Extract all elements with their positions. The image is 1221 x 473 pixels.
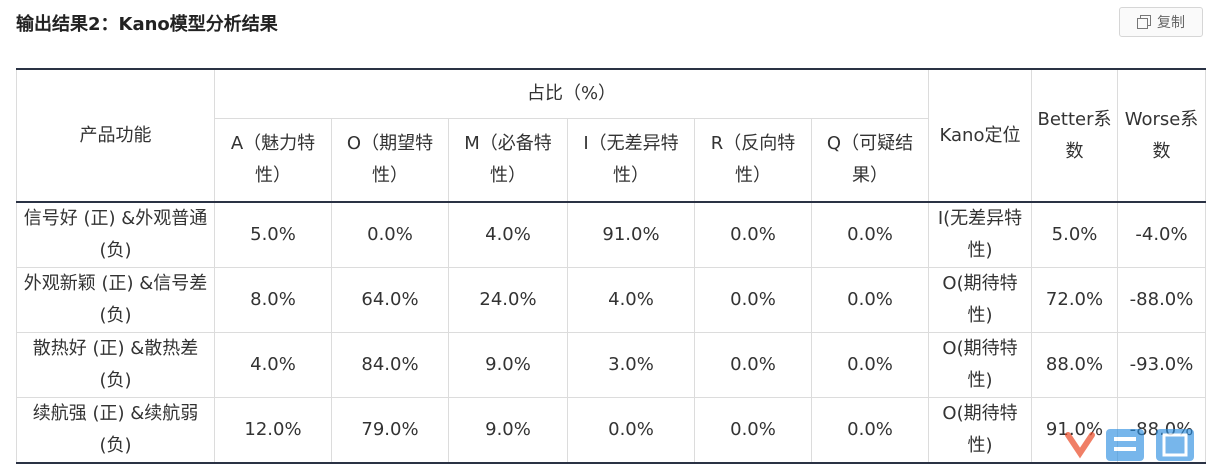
cell-a: 12.0% (214, 397, 332, 464)
header-better: Better系数 (1031, 68, 1119, 203)
cell-a: 4.0% (214, 332, 332, 398)
cell-feature: 散热好 (正) &散热差(负) (16, 332, 215, 398)
cell-q: 0.0% (810, 332, 930, 398)
cell-better: 88.0% (1031, 332, 1119, 398)
header-m: M（必备特性） (448, 118, 568, 203)
cell-worse: -93.0% (1117, 332, 1207, 398)
cell-r: 0.0% (694, 397, 812, 464)
cell-q: 0.0% (810, 397, 930, 464)
cell-q: 0.0% (810, 201, 930, 268)
cell-better: 72.0% (1031, 267, 1119, 333)
copy-button-label: 复制 (1157, 15, 1185, 31)
cell-r: 0.0% (694, 201, 812, 268)
cell-q: 0.0% (810, 267, 930, 333)
header-a: A（魅力特性） (214, 118, 332, 203)
table-row: 信号好 (正) &外观普通(负) 5.0% 0.0% 4.0% 91.0% 0.… (16, 201, 1207, 268)
header-worse: Worse系数 (1117, 68, 1207, 203)
cell-m: 9.0% (448, 332, 568, 398)
cell-better: 5.0% (1031, 201, 1119, 268)
cell-a: 8.0% (214, 267, 332, 333)
page-title: 输出结果2：Kano模型分析结果 (16, 14, 278, 35)
cell-i: 0.0% (567, 397, 695, 464)
table-row: 外观新颖 (正) &信号差(负) 8.0% 64.0% 24.0% 4.0% 0… (16, 267, 1207, 333)
header-q: Q（可疑结果） (810, 118, 930, 203)
cell-better: 91.0% (1031, 397, 1119, 464)
cell-m: 24.0% (448, 267, 568, 333)
watermark-logo (1065, 429, 1194, 461)
cell-feature: 信号好 (正) &外观普通(负) (16, 201, 215, 268)
kano-result-table: 产品功能 占比（%） Kano定位 Better系数 Worse系数 A（魅力特… (16, 68, 1207, 464)
header-feature: 产品功能 (16, 68, 215, 203)
cell-a: 5.0% (214, 201, 332, 268)
table-row: 续航强 (正) &续航弱(负) 12.0% 79.0% 9.0% 0.0% 0.… (16, 397, 1207, 464)
cell-i: 3.0% (567, 332, 695, 398)
header-row-2: A（魅力特性） O（期望特性） M（必备特性） I（无差异特性） R（反向特性）… (17, 118, 1206, 203)
header-i: I（无差异特性） (567, 118, 695, 203)
copy-icon (1137, 15, 1151, 29)
cell-worse: -4.0% (1117, 201, 1207, 268)
cell-r: 0.0% (694, 332, 812, 398)
cell-o: 79.0% (331, 397, 449, 464)
cell-i: 91.0% (567, 201, 695, 268)
cell-o: 0.0% (331, 201, 449, 268)
header-ratio-group: 占比（%） (213, 68, 930, 119)
cell-kano: O(期待特性) (928, 397, 1033, 464)
cell-feature: 外观新颖 (正) &信号差(负) (16, 267, 215, 333)
cell-o: 64.0% (331, 267, 449, 333)
cell-kano: O(期待特性) (928, 267, 1033, 333)
cell-m: 9.0% (448, 397, 568, 464)
copy-button[interactable]: 复制 (1119, 7, 1203, 37)
header-row-1: 产品功能 占比（%） Kano定位 Better系数 Worse系数 (16, 68, 1207, 203)
cell-m: 4.0% (448, 201, 568, 268)
header-r: R（反向特性） (694, 118, 812, 203)
cell-kano: O(期待特性) (928, 332, 1033, 398)
cell-i: 4.0% (567, 267, 695, 333)
cell-worse: -88.0% (1117, 267, 1207, 333)
cell-kano: I(无差异特性) (928, 201, 1033, 268)
table-row: 散热好 (正) &散热差(负) 4.0% 84.0% 9.0% 3.0% 0.0… (16, 332, 1207, 398)
header-o: O（期望特性） (331, 118, 449, 203)
cell-r: 0.0% (694, 267, 812, 333)
header-kano: Kano定位 (928, 68, 1033, 203)
cell-feature: 续航强 (正) &续航弱(负) (16, 397, 215, 464)
cell-o: 84.0% (331, 332, 449, 398)
watermark-logo-mark (1065, 429, 1194, 461)
